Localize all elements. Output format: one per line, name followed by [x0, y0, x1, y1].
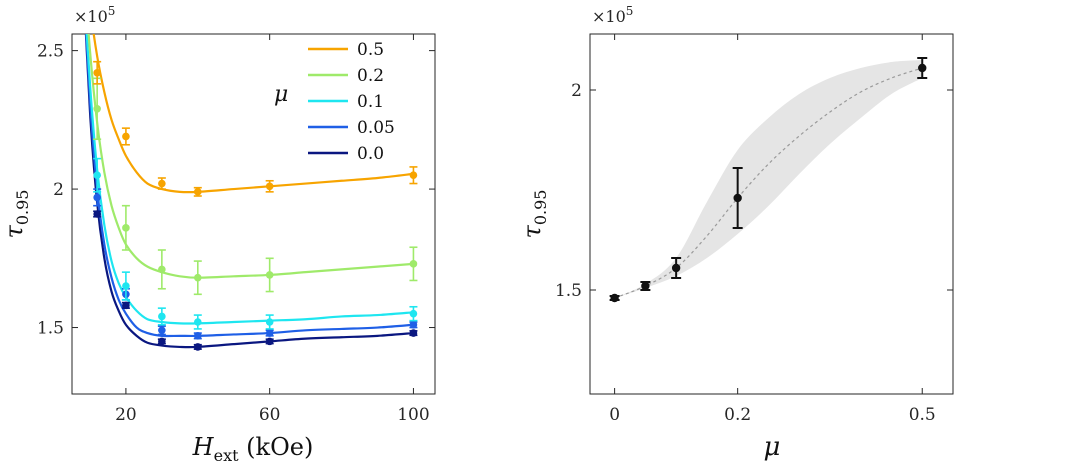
data-point-mu-0.05: [409, 320, 418, 329]
right-y-multiplier: ×105: [592, 4, 633, 26]
left-legend: μ 0.5 0.2 0.1 0.05 0.0: [274, 40, 395, 164]
fit-line-mu-0.1: [85, 34, 414, 325]
data-point-mu-0.2: [409, 260, 418, 268]
legend-label-mu-0.5: 0.5: [357, 40, 384, 60]
data-point-mu-0.2: [93, 104, 101, 113]
right-x-tick-label: 0.2: [724, 405, 751, 425]
data-point-mu-0.0: [122, 301, 130, 310]
legend-title: μ: [274, 82, 288, 107]
data-point-mu-0.05: [93, 193, 101, 202]
data-point-mu-0.1: [93, 171, 101, 180]
data-point-mu-0.2: [265, 271, 274, 279]
fit-line-mu-0.05: [85, 34, 414, 338]
left-x-tick-label: 100: [397, 405, 429, 425]
legend-label-mu-0.1: 0.1: [357, 92, 384, 112]
data-point-mu-0.1: [122, 282, 130, 290]
data-point-mu-0.05: [265, 329, 274, 337]
left-y-axis-label: τ0.95: [0, 190, 32, 239]
data-point: [733, 193, 742, 203]
data-point: [610, 293, 619, 303]
data-point-mu-0.1: [265, 318, 274, 326]
fit-line-mu-0.2: [87, 34, 414, 279]
data-point: [918, 63, 927, 73]
data-point-mu-0.0: [93, 210, 101, 218]
data-point-mu-0.2: [122, 224, 130, 232]
data-point-mu-0.5: [122, 132, 130, 141]
right-x-axis-label: μ: [764, 432, 781, 462]
data-point-mu-0.0: [409, 329, 418, 337]
right-plot-frame: [589, 33, 954, 395]
legend-label-mu-0.05: 0.05: [357, 118, 395, 138]
data-point-mu-0.2: [193, 273, 202, 282]
left-y-multiplier: ×105: [74, 4, 115, 26]
data-point-mu-0.5: [193, 188, 202, 196]
right-x-tick-label: 0: [609, 405, 620, 425]
left-x-tick-label: 20: [115, 405, 137, 425]
data-point-mu-0.0: [265, 337, 274, 346]
left-chart: 20 60 100 1.5 2 2.5 ×105 τ0.95 Hext (kOe) μ 0…: [0, 4, 436, 465]
left-y-tick-label: 2: [53, 180, 64, 200]
data-point: [641, 281, 650, 291]
left-x-tick-label: 60: [259, 405, 281, 425]
legend-label-mu-0.0: 0.0: [357, 144, 384, 164]
data-point-mu-0.5: [265, 182, 274, 191]
data-point-mu-0.05: [158, 326, 166, 335]
right-y-tick-label: 1.5: [555, 281, 582, 301]
left-y-tick-label: 2.5: [37, 42, 64, 62]
data-point: [671, 263, 681, 273]
data-point-mu-0.0: [193, 343, 202, 351]
data-point-mu-0.05: [193, 332, 202, 340]
data-point-mu-0.0: [158, 337, 166, 346]
right-y-axis-label: τ0.95: [518, 190, 550, 239]
data-point-mu-0.5: [158, 179, 166, 188]
legend-label-mu-0.2: 0.2: [357, 66, 384, 86]
data-point-mu-0.5: [409, 171, 418, 180]
right-x-tick-label: 0.5: [909, 405, 936, 425]
right-y-tick-label: 2: [571, 81, 582, 101]
fit-line-mu-0.5: [92, 34, 414, 194]
data-point-mu-0.2: [158, 265, 166, 274]
data-point-mu-0.5: [93, 68, 101, 77]
left-x-axis-label: Hext (kOe): [192, 433, 314, 465]
confidence-band: [614, 60, 923, 298]
left-y-tick-label: 1.5: [37, 319, 64, 339]
data-point-mu-0.1: [409, 309, 418, 318]
data-point-mu-0.1: [193, 318, 202, 326]
data-point-mu-0.1: [158, 312, 166, 321]
right-chart: 0 0.2 0.5 1.5 2 ×105 τ0.95 μ: [518, 4, 954, 462]
